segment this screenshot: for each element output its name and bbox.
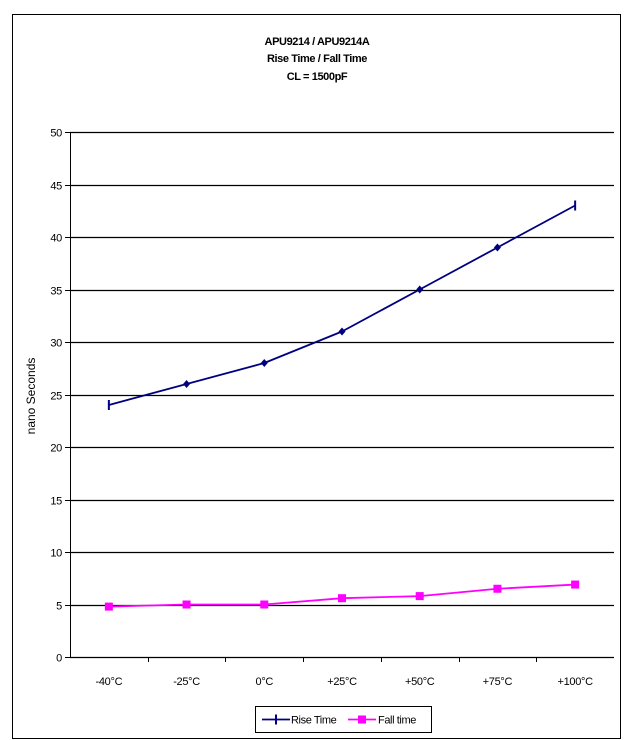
legend: Rise Time Fall time xyxy=(255,706,432,733)
data-point xyxy=(260,600,269,609)
data-point xyxy=(571,580,580,589)
data-point xyxy=(260,359,268,367)
series-0 xyxy=(107,200,577,410)
y-tick-label: 25 xyxy=(50,391,62,403)
x-tick-label: 0°C xyxy=(256,676,274,688)
data-point xyxy=(338,327,346,336)
chart-title: APU9214 / APU9214A Rise Time / Fall Time… xyxy=(265,36,371,83)
x-tick-label: +50°C xyxy=(405,676,435,688)
data-point xyxy=(493,584,502,593)
chart-border xyxy=(12,14,621,739)
x-tick-label: -25°C xyxy=(173,676,200,688)
axes xyxy=(65,132,614,662)
chart-title-line-2: Rise Time / Fall Time xyxy=(267,53,367,65)
y-tick-label: 40 xyxy=(50,233,62,245)
y-tick-label: 5 xyxy=(56,601,62,613)
x-tick-label: +25°C xyxy=(327,676,357,688)
chart-title-line-3: CL = 1500pF xyxy=(287,71,348,83)
legend-label: Rise Time xyxy=(291,715,337,727)
y-axis-title: nano Seconds xyxy=(24,358,38,435)
legend-label: Fall time xyxy=(378,715,416,727)
series-1 xyxy=(104,580,580,611)
y-tick-label: 35 xyxy=(50,286,62,298)
series-layer xyxy=(104,200,580,611)
x-tick-label: +100°C xyxy=(557,676,593,688)
data-point xyxy=(183,380,191,388)
legend-entry: Rise Time xyxy=(262,714,337,727)
y-tick-labels: 0 5 10 15 20 25 30 35 40 45 50 xyxy=(50,128,62,665)
y-tick-label: 50 xyxy=(50,128,62,140)
data-point xyxy=(104,602,113,611)
data-point xyxy=(182,600,191,609)
legend-entry: Fall time xyxy=(348,715,417,727)
data-point xyxy=(416,285,424,294)
y-tick-label: 0 xyxy=(56,653,62,665)
data-point xyxy=(415,592,424,601)
y-tick-label: 30 xyxy=(50,338,62,350)
x-tick-label: -40°C xyxy=(95,676,122,688)
y-tick-label: 10 xyxy=(50,548,62,560)
legend-marker xyxy=(358,715,366,724)
y-tick-label: 20 xyxy=(50,443,62,455)
y-tick-label: 15 xyxy=(50,496,62,508)
data-point xyxy=(493,243,501,252)
x-tick-labels: -40°C -25°C 0°C +25°C +50°C +75°C +100°C xyxy=(95,676,593,688)
y-tick-label: 45 xyxy=(50,181,62,193)
data-point xyxy=(338,594,346,603)
x-tick-label: +75°C xyxy=(483,676,513,688)
chart-title-line-1: APU9214 / APU9214A xyxy=(265,36,370,48)
